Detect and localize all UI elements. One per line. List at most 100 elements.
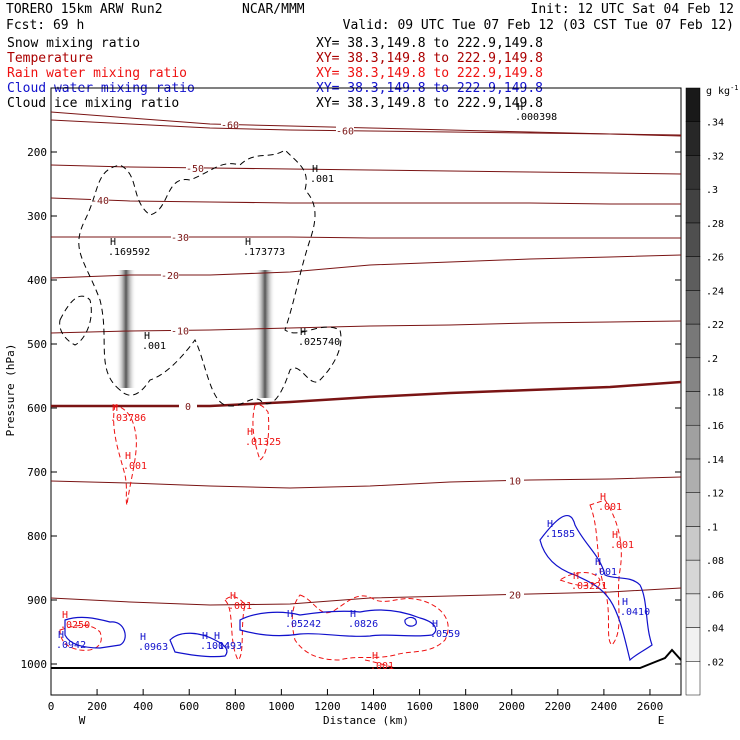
rain-contours (59, 404, 622, 669)
x-tick-label: 2000 (498, 700, 525, 713)
colorbar-tick-label: .14 (706, 455, 724, 466)
colorbar-swatch (685, 357, 701, 392)
x-tick-label: 2200 (545, 700, 572, 713)
temperature-contours: -60 -60 -50 -40 -30 -20 -10 0 10 20 (50, 111, 682, 606)
x-tick-label: 0 (48, 700, 55, 713)
rain-contour-2 (252, 404, 270, 461)
maximum-label: .05242 (285, 619, 321, 630)
colorbar-swatch (685, 492, 701, 527)
rain-contour-5 (224, 596, 246, 661)
colorbar-swatch (685, 222, 701, 257)
y-tick-label: 900 (27, 594, 47, 607)
colorbar-tick-label: .16 (706, 421, 724, 432)
y-tick-label: 600 (27, 402, 47, 415)
maximum-marker: H (517, 102, 523, 113)
y-tick-label: 300 (27, 210, 47, 223)
temperature-contour-label: 0 (185, 402, 191, 413)
temperature-contour-label: -30 (171, 233, 189, 244)
maximum-label: .0559 (430, 629, 460, 640)
contour-label-bg (161, 269, 179, 280)
contour-label-bg (186, 161, 204, 173)
x-tick-label: 1800 (452, 700, 479, 713)
maximum-label: .03221 (571, 581, 607, 592)
chart-header: TORERO 15km ARW Run2 NCAR/MMM Init: 12 U… (6, 2, 734, 33)
temperature-contour-label: -20 (161, 271, 179, 282)
x-tick-label: 800 (225, 700, 245, 713)
colorbar-swatch (685, 290, 701, 325)
temperature-contour (50, 587, 682, 606)
contour-label-bg (221, 118, 239, 130)
x-tick-label: 600 (179, 700, 199, 713)
colorbar-swatch (685, 424, 701, 460)
x-tick-label: 400 (133, 700, 153, 713)
maximum-label: .1585 (545, 529, 575, 540)
maximum-marker: H (125, 451, 131, 462)
colorbar-swatch (685, 188, 701, 224)
east-label: E (658, 714, 665, 727)
colorbar-tick-label: .02 (706, 657, 724, 668)
maximum-marker: H (300, 327, 306, 338)
temperature-contour (50, 476, 682, 489)
colorbar-tick-label: .3 (706, 185, 718, 196)
contour-label-bg (336, 124, 354, 136)
maximum-marker: H (350, 609, 356, 620)
west-label: W (79, 714, 86, 727)
maximum-label: .001 (598, 502, 622, 513)
contour-label-bg (506, 588, 524, 600)
contour-label-bg (179, 400, 197, 411)
colorbar-swatch (685, 256, 701, 291)
y-tick-label: 800 (27, 530, 47, 543)
maximum-marker: H (547, 519, 553, 530)
maximum-marker: H (110, 237, 116, 248)
maximum-marker: H (432, 619, 438, 630)
colorbar-tick-label: .2 (706, 354, 718, 365)
maximum-marker: H (612, 530, 618, 541)
cloud-water-contours (64, 514, 653, 662)
temperature-contour (50, 164, 682, 175)
colorbar-tick-label: .24 (706, 286, 724, 297)
colorbar-swatch (685, 87, 701, 122)
colorbar-tick-label: .1 (706, 522, 718, 533)
maximum-label: .000398 (515, 112, 557, 123)
temperature-contour (50, 119, 682, 136)
temperature-contour (51, 380, 682, 408)
x-tick-label: 1200 (314, 700, 341, 713)
temperature-contour-label: -40 (91, 196, 109, 207)
field-xy: XY= 38.3,149.8 to 222.9,149.8 (316, 66, 543, 81)
colorbar-tick-label: .34 (706, 118, 724, 129)
field-name: Temperature (7, 51, 93, 66)
maximum-label: .0826 (348, 619, 378, 630)
maxima-labels: H.000398H.001H.169592H.173773H.001H.0257… (56, 102, 650, 672)
maximum-label: .001 (142, 341, 166, 352)
maximum-marker: H (245, 237, 251, 248)
maximum-label: .001 (593, 567, 617, 578)
snow-shading (116, 270, 275, 398)
maximum-label: .001 (310, 174, 334, 185)
x-tick-label: 1400 (360, 700, 387, 713)
temperature-contour (51, 236, 681, 239)
colorbar-tick-label: .18 (706, 388, 724, 399)
y-tick-label: 500 (27, 338, 47, 351)
maximum-marker: H (247, 427, 253, 438)
field-xy: XY= 38.3,149.8 to 222.9,149.8 (316, 51, 543, 66)
field-list: Snow mixing ratio XY= 38.3,149.8 to 222.9… (7, 36, 543, 111)
maximum-label: .0410 (620, 607, 650, 618)
temperature-contour (50, 320, 682, 334)
maximum-marker: H (372, 651, 378, 662)
org-label: NCAR/MMM (242, 2, 305, 17)
colorbar-tick-label: .22 (706, 320, 724, 331)
temperature-contour-label: -60 (336, 127, 354, 138)
y-tick-label: 1000 (21, 658, 48, 671)
maximum-label: .001 (228, 601, 252, 612)
maximum-label: .0250 (60, 620, 90, 631)
maximum-marker: H (214, 631, 220, 642)
maximum-label: .173773 (243, 247, 285, 258)
maximum-label: .001 (610, 540, 634, 551)
maximum-label: .0942 (56, 640, 86, 651)
field-name: Rain water mixing ratio (7, 66, 187, 81)
temperature-contour (50, 254, 682, 279)
colorbar-swatch (685, 458, 701, 493)
x-tick-label: 1000 (268, 700, 295, 713)
maximum-marker: H (622, 597, 628, 608)
